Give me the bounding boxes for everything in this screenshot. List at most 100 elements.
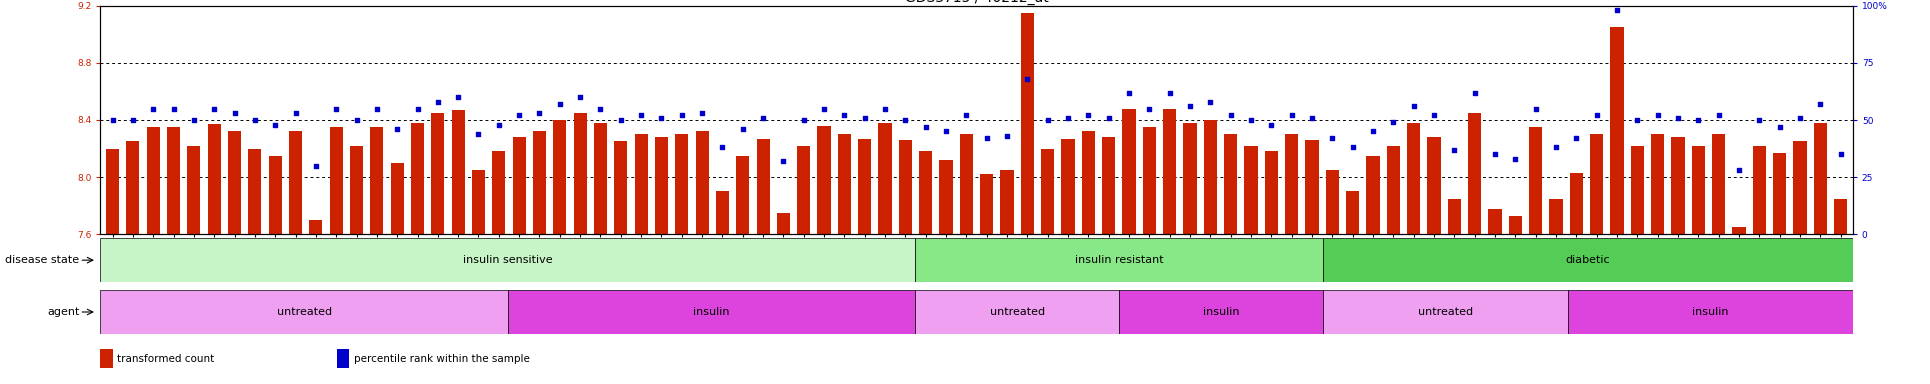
Point bbox=[320, 106, 351, 112]
Bar bbox=[1040, 149, 1054, 234]
Point bbox=[1440, 147, 1471, 153]
Bar bbox=[1062, 139, 1075, 234]
Bar bbox=[1102, 137, 1116, 234]
Title: GDS3715 / 40212_at: GDS3715 / 40212_at bbox=[905, 0, 1048, 5]
Bar bbox=[1264, 151, 1278, 234]
Bar bbox=[1712, 134, 1725, 234]
Bar bbox=[290, 131, 303, 234]
Point bbox=[1175, 103, 1206, 109]
Point bbox=[401, 106, 432, 112]
Bar bbox=[473, 170, 484, 234]
Bar bbox=[1793, 141, 1806, 234]
Point bbox=[1745, 117, 1776, 123]
Bar bbox=[757, 139, 770, 234]
Point bbox=[423, 99, 454, 105]
Bar bbox=[1610, 27, 1623, 234]
Point bbox=[1276, 113, 1307, 119]
Point bbox=[1297, 115, 1328, 121]
Point bbox=[361, 106, 392, 112]
Bar bbox=[1488, 209, 1502, 234]
Text: disease state: disease state bbox=[6, 255, 79, 265]
Point bbox=[1316, 135, 1347, 141]
Bar bbox=[1428, 137, 1440, 234]
Point bbox=[809, 106, 840, 112]
Text: insulin: insulin bbox=[1693, 307, 1729, 317]
Point bbox=[1785, 115, 1816, 121]
Bar bbox=[1469, 113, 1480, 234]
Bar bbox=[1245, 146, 1258, 234]
Point bbox=[1397, 103, 1428, 109]
Bar bbox=[1590, 134, 1604, 234]
Point bbox=[1033, 117, 1063, 123]
Point bbox=[992, 133, 1023, 139]
Bar bbox=[430, 113, 444, 234]
Bar bbox=[1326, 170, 1339, 234]
Text: insulin: insulin bbox=[1202, 307, 1239, 317]
Bar bbox=[1569, 173, 1583, 234]
Bar bbox=[1567, 290, 1853, 334]
Bar bbox=[594, 123, 608, 234]
Point bbox=[1480, 151, 1511, 157]
Point bbox=[971, 135, 1002, 141]
Point bbox=[178, 117, 208, 123]
Bar bbox=[492, 151, 506, 234]
Text: insulin: insulin bbox=[693, 307, 730, 317]
Bar bbox=[654, 137, 668, 234]
Bar bbox=[735, 156, 749, 234]
Point bbox=[706, 144, 737, 151]
Point bbox=[647, 115, 677, 121]
Point bbox=[1805, 101, 1835, 107]
Bar bbox=[573, 113, 587, 234]
Point bbox=[1540, 144, 1571, 151]
Text: diabetic: diabetic bbox=[1565, 255, 1610, 265]
Text: insulin sensitive: insulin sensitive bbox=[463, 255, 552, 265]
Point bbox=[565, 94, 596, 100]
Point bbox=[301, 163, 332, 169]
Bar bbox=[980, 174, 994, 234]
Point bbox=[1419, 113, 1449, 119]
Point bbox=[1154, 89, 1185, 96]
Bar bbox=[818, 126, 830, 234]
Point bbox=[342, 117, 372, 123]
Bar bbox=[166, 127, 179, 234]
Bar bbox=[878, 123, 892, 234]
Point bbox=[1073, 113, 1104, 119]
Bar bbox=[778, 213, 789, 234]
Point bbox=[1256, 121, 1287, 127]
Bar bbox=[1388, 146, 1399, 234]
Bar bbox=[1733, 227, 1745, 234]
Bar bbox=[309, 220, 322, 234]
Point bbox=[544, 101, 575, 107]
Bar bbox=[100, 290, 508, 334]
Bar bbox=[1834, 199, 1847, 234]
Bar bbox=[508, 290, 915, 334]
Point bbox=[1581, 113, 1612, 119]
Point bbox=[1235, 117, 1266, 123]
Bar bbox=[1322, 290, 1567, 334]
Point bbox=[525, 110, 556, 116]
Point bbox=[482, 121, 513, 127]
Bar bbox=[1000, 170, 1013, 234]
Point bbox=[585, 106, 616, 112]
Point bbox=[1521, 106, 1552, 112]
Bar bbox=[915, 238, 1322, 282]
Bar bbox=[1224, 134, 1237, 234]
Point bbox=[504, 113, 535, 119]
Bar bbox=[1204, 120, 1218, 234]
Point bbox=[1662, 115, 1693, 121]
Point bbox=[747, 115, 778, 121]
Bar bbox=[554, 120, 565, 234]
Point bbox=[849, 115, 880, 121]
Point bbox=[1135, 106, 1166, 112]
Bar bbox=[1164, 109, 1175, 234]
Bar bbox=[959, 134, 973, 234]
Point bbox=[1621, 117, 1652, 123]
Bar bbox=[106, 149, 120, 234]
Point bbox=[728, 126, 758, 132]
Bar bbox=[330, 127, 344, 234]
Point bbox=[137, 106, 168, 112]
Bar bbox=[452, 110, 465, 234]
Bar bbox=[1650, 134, 1664, 234]
Bar bbox=[208, 124, 220, 234]
Point bbox=[1195, 99, 1226, 105]
